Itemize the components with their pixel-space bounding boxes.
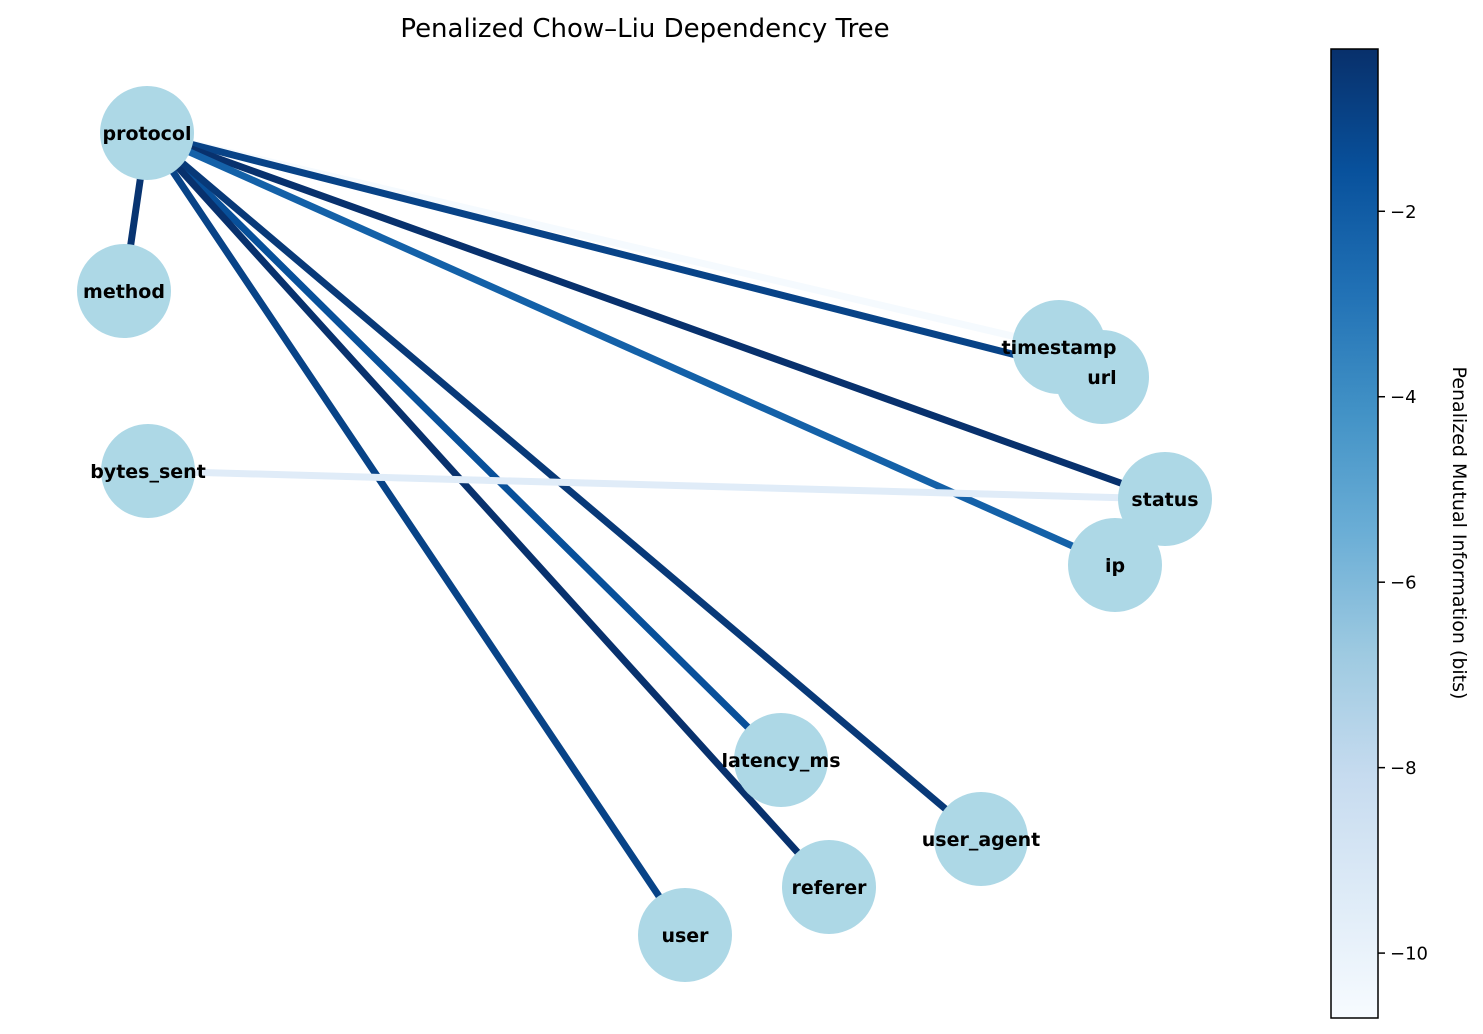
colorbar-gradient	[1330, 48, 1379, 1019]
node-referer	[782, 840, 876, 934]
node-label-protocol: protocol	[103, 123, 192, 145]
node-label-user: user	[661, 925, 709, 947]
edge-protocol-latency_ms	[144, 130, 784, 763]
colorbar-tick-label: −2	[1390, 202, 1417, 223]
node-label-url: url	[1087, 367, 1116, 389]
node-user_agent	[934, 792, 1028, 886]
edges-layer	[120, 129, 1167, 937]
colorbar-tick-label: −4	[1390, 387, 1417, 408]
edge-protocol-user	[144, 131, 688, 937]
node-label-ip: ip	[1105, 555, 1125, 577]
edge-protocol-referer	[144, 130, 832, 890]
node-label-referer: referer	[791, 877, 867, 899]
figure-title: Penalized Chow–Liu Dependency Tree	[400, 14, 889, 44]
edge-protocol-status	[145, 129, 1167, 503]
colorbar-tick-label: −6	[1390, 573, 1417, 594]
nodes-layer: protocol method bytes_sent timestamp url stat…	[77, 86, 1212, 982]
edge-bytes_sent-status	[147, 467, 1166, 503]
node-url	[1055, 330, 1149, 424]
edge-protocol-user_agent	[144, 130, 984, 842]
node-label-bytes_sent: bytes_sent	[90, 461, 206, 483]
colorbar-label: Penalized Mutual Information (bits)	[1448, 367, 1470, 700]
node-bytes_sent	[101, 424, 195, 518]
node-status	[1118, 452, 1212, 546]
node-user	[638, 888, 732, 982]
node-protocol	[100, 86, 194, 180]
node-label-status: status	[1131, 489, 1198, 511]
colorbar: −2 −4 −6 −8 −10 Penalized Mutual Information…	[1330, 48, 1470, 1019]
node-ip	[1068, 518, 1162, 612]
node-label-method: method	[83, 281, 165, 303]
colorbar-tick-label: −10	[1390, 944, 1428, 965]
node-latency_ms	[734, 713, 828, 807]
node-method	[77, 244, 171, 338]
node-label-latency_ms: latency_ms	[721, 750, 840, 772]
edge-protocol-url	[146, 129, 1103, 381]
colorbar-ticks: −2 −4 −6 −8 −10	[1378, 202, 1428, 965]
colorbar-tick-label: −8	[1390, 758, 1417, 779]
node-label-timestamp: timestamp	[1002, 337, 1117, 359]
node-label-user_agent: user_agent	[922, 829, 1041, 851]
